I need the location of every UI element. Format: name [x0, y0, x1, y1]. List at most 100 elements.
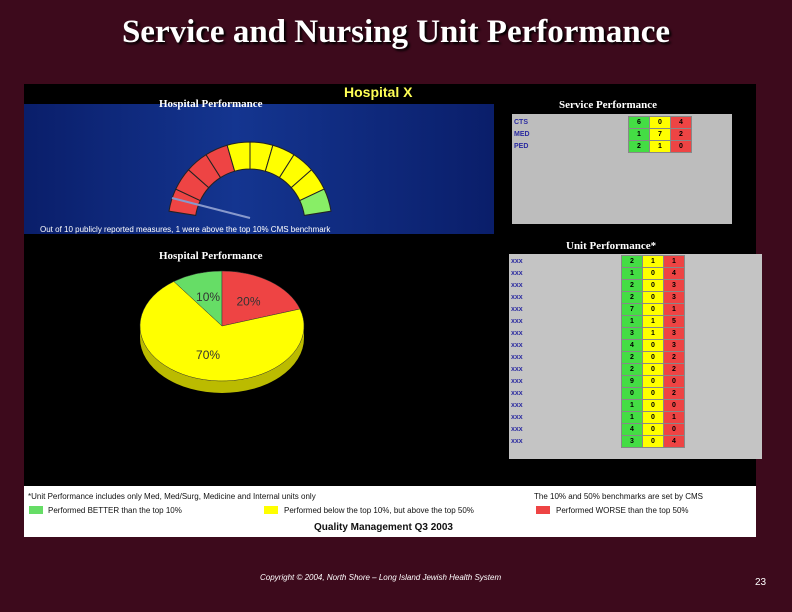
- copyright: Copyright © 2004, North Shore – Long Isl…: [260, 573, 502, 582]
- table-cell: 1: [663, 255, 685, 268]
- table-cell: 1: [642, 315, 664, 328]
- row-spacer: [533, 376, 622, 388]
- pie-title: Hospital Performance: [159, 250, 263, 262]
- pie-label: 20%: [236, 295, 260, 309]
- table-row: xxx 3 1 3: [511, 327, 685, 340]
- legend-worse: Performed WORSE than the top 50%: [556, 506, 689, 515]
- table-cell: 4: [663, 267, 685, 280]
- row-label: xxx: [511, 318, 523, 325]
- table-cell: 0: [649, 116, 671, 129]
- table-row: xxx 2 0 2: [511, 363, 685, 376]
- table-cell: 1: [628, 128, 650, 141]
- service-performance-title: Service Performance: [559, 99, 658, 111]
- table-cell: 2: [621, 363, 643, 376]
- unit-performance-table: xxx 2 1 1 xxx 1 0 4 xxx 2 0 3 xxx 2 0 3 xxx 7 0 1 xxx 1 1 5 xxx 3…: [511, 255, 685, 448]
- row-label: xxx: [511, 378, 523, 385]
- table-cell: 2: [621, 291, 643, 304]
- table-cell: 0: [642, 375, 664, 388]
- dashboard-panel: Hospital X Hospital Performance Out of 1…: [24, 84, 762, 537]
- table-row: xxx 0 0 2: [511, 387, 685, 400]
- table-cell: 0: [663, 423, 685, 436]
- table-row: xxx 2 0 3: [511, 291, 685, 304]
- row-label: MED: [514, 131, 530, 138]
- table-cell: 2: [621, 351, 643, 364]
- table-cell: 9: [621, 375, 643, 388]
- table-cell: 4: [621, 339, 643, 352]
- table-cell: 0: [621, 387, 643, 400]
- better-swatch: [29, 506, 43, 514]
- row-label: xxx: [511, 282, 523, 289]
- row-label: xxx: [511, 294, 523, 301]
- table-cell: 1: [621, 267, 643, 280]
- table-row: xxx 4 0 3: [511, 339, 685, 352]
- row-label: xxx: [511, 258, 523, 265]
- table-row: xxx 2 1 1: [511, 255, 685, 268]
- table-cell: 4: [663, 435, 685, 448]
- pie-label: 70%: [196, 348, 220, 362]
- table-cell: 1: [649, 140, 671, 153]
- table-cell: 0: [642, 399, 664, 412]
- table-cell: 7: [621, 303, 643, 316]
- table-cell: 0: [663, 399, 685, 412]
- slide-title: Service and Nursing Unit Performance: [121, 14, 671, 50]
- table-cell: 0: [670, 140, 692, 153]
- table-cell: 3: [663, 327, 685, 340]
- row-spacer: [533, 280, 622, 292]
- gauge-needle: [171, 197, 251, 219]
- row-spacer: [533, 292, 622, 304]
- page-number: 23: [755, 577, 767, 588]
- unit-performance-title: Unit Performance*: [566, 240, 657, 252]
- row-spacer: [533, 388, 622, 400]
- table-row: PED 2 1 0: [514, 140, 692, 153]
- table-cell: 0: [642, 363, 664, 376]
- table-cell: 6: [628, 116, 650, 129]
- table-cell: 0: [642, 303, 664, 316]
- table-cell: 7: [649, 128, 671, 141]
- row-label: xxx: [511, 330, 523, 337]
- row-spacer: [536, 129, 629, 141]
- table-cell: 4: [670, 116, 692, 129]
- gauge-title: Hospital Performance: [159, 98, 263, 110]
- table-cell: 0: [663, 375, 685, 388]
- table-cell: 0: [642, 351, 664, 364]
- worse-swatch: [536, 506, 550, 514]
- row-spacer: [533, 340, 622, 352]
- row-label: xxx: [511, 366, 523, 373]
- unit-performance-box: xxx 2 1 1 xxx 1 0 4 xxx 2 0 3 xxx 2 0 3 xxx 7 0 1 xxx 1 1 5 xxx 3…: [509, 254, 762, 459]
- row-spacer: [533, 436, 622, 448]
- row-label: xxx: [511, 354, 523, 361]
- table-row: xxx 2 0 2: [511, 351, 685, 364]
- table-cell: 2: [670, 128, 692, 141]
- row-spacer: [533, 256, 622, 268]
- row-spacer: [533, 268, 622, 280]
- quality-label: Quality Management Q3 2003: [314, 522, 453, 533]
- row-label: xxx: [511, 342, 523, 349]
- table-row: MED 1 7 2: [514, 128, 692, 141]
- table-cell: 1: [663, 303, 685, 316]
- row-label: xxx: [511, 438, 523, 445]
- table-cell: 2: [663, 387, 685, 400]
- table-row: CTS 6 0 4: [514, 116, 692, 129]
- legend: *Unit Performance includes only Med, Med…: [24, 486, 756, 537]
- table-row: xxx 1 0 0: [511, 399, 685, 412]
- table-cell: 3: [621, 435, 643, 448]
- gauge-chart: [168, 141, 332, 219]
- table-cell: 0: [642, 279, 664, 292]
- row-spacer: [533, 316, 622, 328]
- legend-middle: Performed below the top 10%, but above t…: [284, 506, 474, 515]
- row-label: PED: [514, 143, 529, 150]
- service-performance-box: CTS 6 0 4 MED 1 7 2 PED 2 1 0: [512, 114, 732, 224]
- table-cell: 2: [663, 363, 685, 376]
- table-row: xxx 2 0 3: [511, 279, 685, 292]
- pie-chart: 10% 20% 70%: [139, 270, 305, 393]
- table-cell: 0: [642, 423, 664, 436]
- row-spacer: [536, 117, 629, 129]
- pie-slice: [139, 281, 305, 382]
- table-cell: 1: [642, 255, 664, 268]
- row-spacer: [533, 328, 622, 340]
- table-cell: 0: [642, 387, 664, 400]
- table-cell: 2: [621, 255, 643, 268]
- table-cell: 3: [663, 339, 685, 352]
- table-cell: 2: [663, 351, 685, 364]
- row-spacer: [533, 304, 622, 316]
